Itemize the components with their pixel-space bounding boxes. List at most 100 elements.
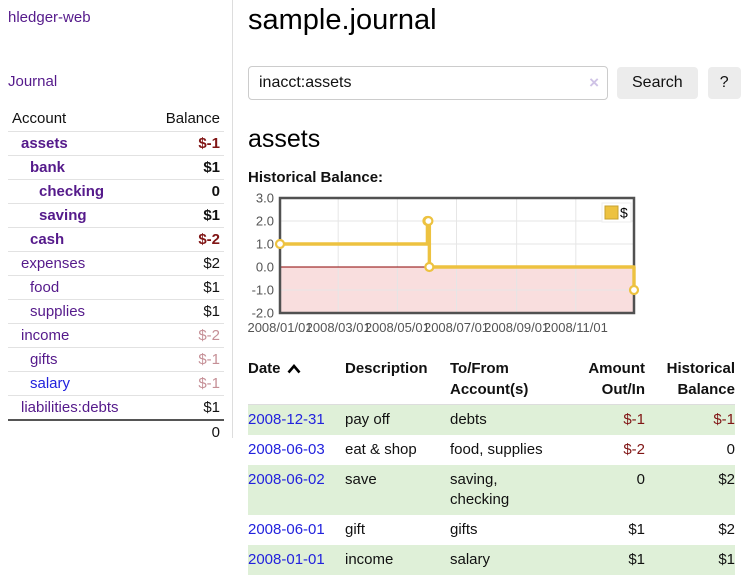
transaction-balance: $2 — [718, 521, 735, 538]
transaction-accounts: debts — [450, 404, 568, 435]
transaction-date-link[interactable]: 2008-01-01 — [248, 551, 325, 568]
svg-text:2008/09/01: 2008/09/01 — [484, 320, 549, 335]
main-content: sample.journal × Search ? assets Histori… — [247, 0, 741, 575]
svg-text:2008/05/01: 2008/05/01 — [365, 320, 430, 335]
transaction-description: pay off — [345, 404, 450, 435]
register-row: 2008-12-31 pay off debts $-1 $-1 — [248, 404, 735, 435]
account-row-checking: checking 0 — [8, 179, 224, 204]
svg-text:0.0: 0.0 — [256, 260, 274, 275]
svg-text:2008/01/01: 2008/01/01 — [247, 320, 312, 335]
account-row-expenses: expenses $2 — [8, 251, 224, 276]
accounts-table-header: Account Balance — [8, 107, 224, 132]
transaction-amount: $-1 — [568, 404, 645, 435]
search-button[interactable]: Search — [617, 67, 698, 99]
help-button[interactable]: ? — [707, 67, 741, 99]
account-link-bank[interactable]: bank — [30, 159, 66, 176]
transaction-date-link[interactable]: 2008-12-31 — [248, 411, 325, 428]
account-column-header: Account — [12, 110, 67, 127]
transaction-amount: $1 — [628, 521, 645, 538]
transaction-date-link[interactable]: 2008-06-01 — [248, 521, 325, 538]
svg-text:-1.0: -1.0 — [252, 283, 274, 298]
account-balance: $1 — [146, 395, 224, 420]
account-balance: $1 — [146, 275, 224, 300]
transaction-accounts: saving, checking — [450, 465, 568, 515]
account-balance: $1 — [146, 155, 224, 180]
register-header-row: Date Description To/From Account(s) Amou… — [248, 356, 735, 405]
transaction-amount: 0 — [568, 465, 645, 515]
account-link-saving[interactable]: saving — [39, 207, 87, 224]
account-link-checking[interactable]: checking — [39, 183, 105, 200]
sort-ascending-icon — [287, 359, 301, 380]
svg-text:2.0: 2.0 — [256, 214, 274, 229]
transaction-accounts: food, supplies — [450, 441, 543, 458]
transaction-accounts: gifts — [450, 521, 478, 538]
account-balance: $-1 — [146, 347, 224, 372]
svg-text:2008/11/01: 2008/11/01 — [544, 320, 608, 335]
register-table: Date Description To/From Account(s) Amou… — [248, 356, 735, 575]
search-bar: × Search ? — [248, 66, 741, 100]
register-row: 2008-01-01 income salary $1 $1 — [248, 545, 735, 575]
transaction-amount: $1 — [568, 545, 645, 575]
register-row: 2008-06-02 save saving, checking 0 $2 — [248, 465, 735, 515]
sidebar: hledger-web Journal Account Balance asse… — [0, 0, 233, 444]
transaction-amount: $-2 — [623, 441, 645, 458]
chart-canvas: 3.0 2.0 1.0 0.0 -1.0 -2.02008/01/012008/03/01… — [247, 191, 640, 335]
account-balance: $1 — [146, 299, 224, 324]
amount-column-header: Amount Out/In — [568, 356, 645, 405]
transaction-description: save — [345, 465, 450, 515]
accounts-table: Account Balance assets $-1 bank $1 check… — [8, 107, 224, 444]
transaction-description: gift — [345, 521, 366, 538]
accounts-column-header: To/From Account(s) — [450, 356, 568, 405]
account-row-liabilities-debts: liabilities:debts $1 — [8, 395, 224, 420]
account-balance: $-2 — [146, 323, 224, 348]
accounts-total-row: 0 — [8, 419, 224, 444]
app-title-link[interactable]: hledger-web — [8, 9, 91, 26]
transaction-balance: $-1 — [645, 404, 735, 435]
account-row-gifts: gifts $-1 — [8, 347, 224, 372]
historical-balance-chart: 3.0 2.0 1.0 0.0 -1.0 -2.0 2008/01/01 2008/03/01… — [247, 191, 642, 346]
register-row: 2008-06-01 gift gifts $1 $2 — [248, 515, 735, 545]
transaction-date-link[interactable]: 2008-06-03 — [248, 441, 325, 458]
svg-text:2008/03/01: 2008/03/01 — [306, 320, 371, 335]
account-row-saving: saving $1 — [8, 203, 224, 228]
account-link-cash[interactable]: cash — [30, 231, 65, 248]
svg-text:$: $ — [620, 205, 628, 221]
accounts-total-balance: 0 — [146, 419, 224, 444]
account-link-salary[interactable]: salary — [30, 375, 71, 392]
description-column-header: Description — [345, 356, 450, 405]
register-row: 2008-06-03 eat & shop food, supplies $-2… — [248, 435, 735, 465]
transaction-description: eat & shop — [345, 441, 417, 458]
svg-text:2008/07/01: 2008/07/01 — [424, 320, 489, 335]
account-row-salary: salary $-1 — [8, 371, 224, 396]
account-balance: $2 — [146, 251, 224, 276]
transaction-balance: 0 — [726, 441, 735, 458]
balance-column-header: Historical Balance — [645, 356, 735, 405]
account-link-supplies[interactable]: supplies — [30, 303, 86, 320]
account-link-liabilities-debts[interactable]: liabilities:debts — [21, 399, 119, 416]
sidebar-item-journal[interactable]: Journal — [8, 73, 58, 90]
svg-text:3.0: 3.0 — [256, 191, 274, 206]
clear-search-icon[interactable]: × — [589, 73, 599, 92]
account-balance: $-1 — [146, 131, 224, 156]
transaction-date-link[interactable]: 2008-06-02 — [248, 471, 325, 488]
transaction-accounts: salary — [450, 545, 568, 575]
date-column-header[interactable]: Date — [248, 356, 345, 405]
account-link-food[interactable]: food — [30, 279, 60, 296]
transaction-description: income — [345, 545, 450, 575]
account-row-cash: cash $-2 — [8, 227, 224, 252]
svg-text:1.0: 1.0 — [256, 237, 274, 252]
account-row-food: food $1 — [8, 275, 224, 300]
account-link-assets[interactable]: assets — [21, 135, 68, 152]
transaction-balance: $1 — [645, 545, 735, 575]
chart-title: Historical Balance: — [248, 169, 384, 186]
app-title: hledger-web — [8, 9, 224, 26]
search-input[interactable] — [248, 66, 608, 100]
account-link-income[interactable]: income — [21, 327, 70, 344]
account-link-gifts[interactable]: gifts — [30, 351, 58, 368]
account-link-expenses[interactable]: expenses — [21, 255, 86, 272]
svg-text:-2.0: -2.0 — [252, 306, 274, 321]
account-balance: $1 — [146, 203, 224, 228]
account-row-supplies: supplies $1 — [8, 299, 224, 324]
account-balance: $-1 — [146, 371, 224, 396]
balance-column-header: Balance — [165, 110, 220, 127]
